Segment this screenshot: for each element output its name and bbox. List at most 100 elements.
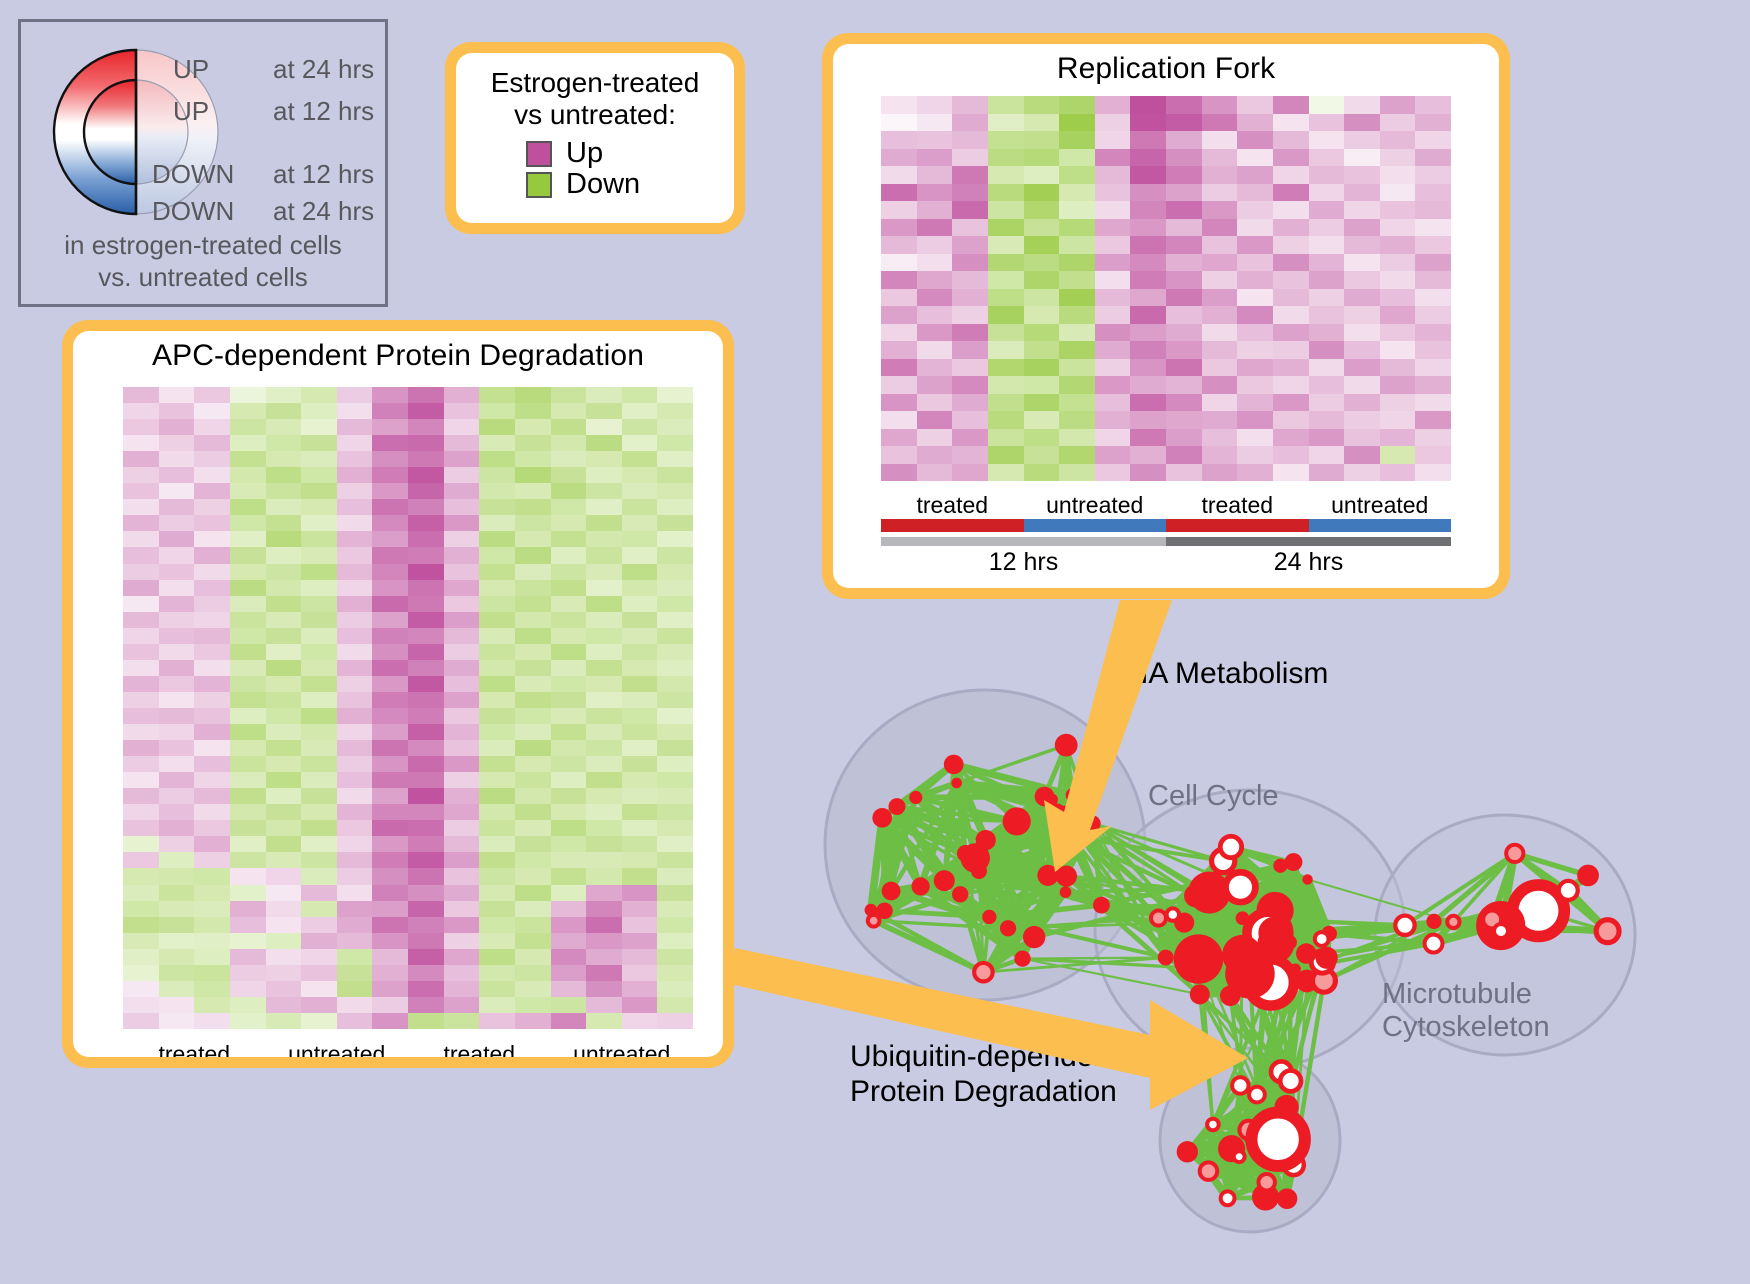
network-node[interactable] <box>1000 920 1016 936</box>
network-node[interactable] <box>889 798 906 815</box>
network-node[interactable] <box>1316 947 1338 969</box>
network-node[interactable] <box>951 778 962 789</box>
network-node[interactable] <box>1023 926 1045 948</box>
network-node[interactable] <box>1395 916 1414 935</box>
heatmap-cell <box>159 917 195 933</box>
network-node[interactable] <box>1085 815 1101 831</box>
heatmap-cell <box>1095 131 1131 149</box>
network-node[interactable] <box>1016 952 1028 964</box>
network-node[interactable] <box>1220 836 1241 857</box>
network-node[interactable] <box>976 830 996 850</box>
heatmap-cell <box>586 403 622 419</box>
network-node[interactable] <box>1279 1190 1296 1207</box>
heatmap-cell <box>1095 114 1131 132</box>
heatmap-cell <box>952 131 988 149</box>
heatmap-cell <box>1166 184 1202 202</box>
heatmap-cell <box>337 467 373 483</box>
network-node[interactable] <box>1258 917 1290 949</box>
network-node[interactable] <box>1302 874 1312 884</box>
network-node[interactable] <box>1447 916 1459 928</box>
heatmap-cell <box>479 692 515 708</box>
network-node[interactable] <box>1158 950 1174 966</box>
network-node[interactable] <box>1285 853 1303 871</box>
heatmap-cell <box>266 724 302 740</box>
network-node[interactable] <box>1093 897 1110 914</box>
network-node[interactable] <box>911 877 929 895</box>
network-node[interactable] <box>868 915 880 927</box>
network-node[interactable] <box>872 808 892 828</box>
network-node[interactable] <box>1234 1151 1245 1162</box>
heatmap-cell <box>301 547 337 563</box>
heatmap-cell <box>159 868 195 884</box>
heatmap-cell <box>479 644 515 660</box>
network-node[interactable] <box>1060 886 1072 898</box>
network-node[interactable] <box>1207 1119 1219 1131</box>
network-node[interactable] <box>1037 865 1058 886</box>
network-node[interactable] <box>1425 935 1443 953</box>
network-node[interactable] <box>1258 1174 1274 1190</box>
heatmap-cell <box>444 868 480 884</box>
network-node[interactable] <box>1226 872 1256 902</box>
heatmap-cell <box>515 852 551 868</box>
network-node[interactable] <box>934 870 955 891</box>
heatmap-cell <box>1415 429 1451 447</box>
network-node[interactable] <box>1003 807 1031 835</box>
network-node[interactable] <box>1222 935 1262 975</box>
heatmap-cell <box>479 499 515 515</box>
network-node[interactable] <box>1494 924 1508 938</box>
network-node[interactable] <box>1559 881 1578 900</box>
network-node[interactable] <box>1290 963 1301 974</box>
heatmap-cell <box>194 451 230 467</box>
network-node[interactable] <box>1296 943 1316 963</box>
network-node[interactable] <box>944 755 964 775</box>
heatmap-cell <box>408 917 444 933</box>
heatmap-cell <box>1344 184 1380 202</box>
heatmap-cell <box>657 933 693 949</box>
network-node[interactable] <box>1151 911 1166 926</box>
network-node[interactable] <box>1280 1071 1301 1092</box>
network-node[interactable] <box>1251 1113 1304 1166</box>
network-node[interactable] <box>882 882 901 901</box>
heatmap-cell <box>123 740 159 756</box>
network-node[interactable] <box>1273 859 1287 873</box>
heatmap-cell <box>1059 96 1095 114</box>
heatmap-cell <box>479 483 515 499</box>
network-node[interactable] <box>982 910 996 924</box>
network-node[interactable] <box>1221 1191 1235 1205</box>
network-node[interactable] <box>1579 867 1597 885</box>
network-node[interactable] <box>974 963 992 981</box>
heatmap-cell <box>586 901 622 917</box>
network-node[interactable] <box>1249 1087 1265 1103</box>
network-node[interactable] <box>1055 734 1078 757</box>
network-node[interactable] <box>1428 916 1439 927</box>
network-node[interactable] <box>1190 984 1210 1004</box>
heatmap-cell <box>1273 271 1309 289</box>
heatmap-cell <box>301 499 337 515</box>
network-node[interactable] <box>876 902 893 919</box>
network-node[interactable] <box>952 886 968 902</box>
network-node[interactable] <box>909 791 922 804</box>
network-node[interactable] <box>1596 920 1619 943</box>
network-node[interactable] <box>1167 908 1179 920</box>
heatmap-cell <box>586 580 622 596</box>
network-node[interactable] <box>1056 806 1074 824</box>
pathway-network: DNA Metabolism Cell Cycle Microtubule Cy… <box>770 600 1750 1279</box>
network-node[interactable] <box>1066 788 1080 802</box>
network-node[interactable] <box>1179 1143 1196 1160</box>
heatmap-cell <box>1202 341 1238 359</box>
network-node[interactable] <box>1056 866 1077 887</box>
heatmap-cell <box>917 411 953 429</box>
network-node[interactable] <box>1200 1162 1218 1180</box>
network-node[interactable] <box>1506 845 1523 862</box>
network-node[interactable] <box>1062 827 1083 848</box>
network-node[interactable] <box>1174 934 1223 983</box>
network-node[interactable] <box>1232 1077 1248 1093</box>
heatmap-cell <box>123 820 159 836</box>
heatmap-cell <box>1309 394 1345 412</box>
heatmap-cell <box>301 708 337 724</box>
heatmap-cell <box>1130 411 1166 429</box>
legend-item-down: Down <box>526 170 734 199</box>
network-node[interactable] <box>1035 787 1055 807</box>
replication-fork-title: Replication Fork <box>833 44 1499 86</box>
network-node[interactable] <box>1315 932 1329 946</box>
